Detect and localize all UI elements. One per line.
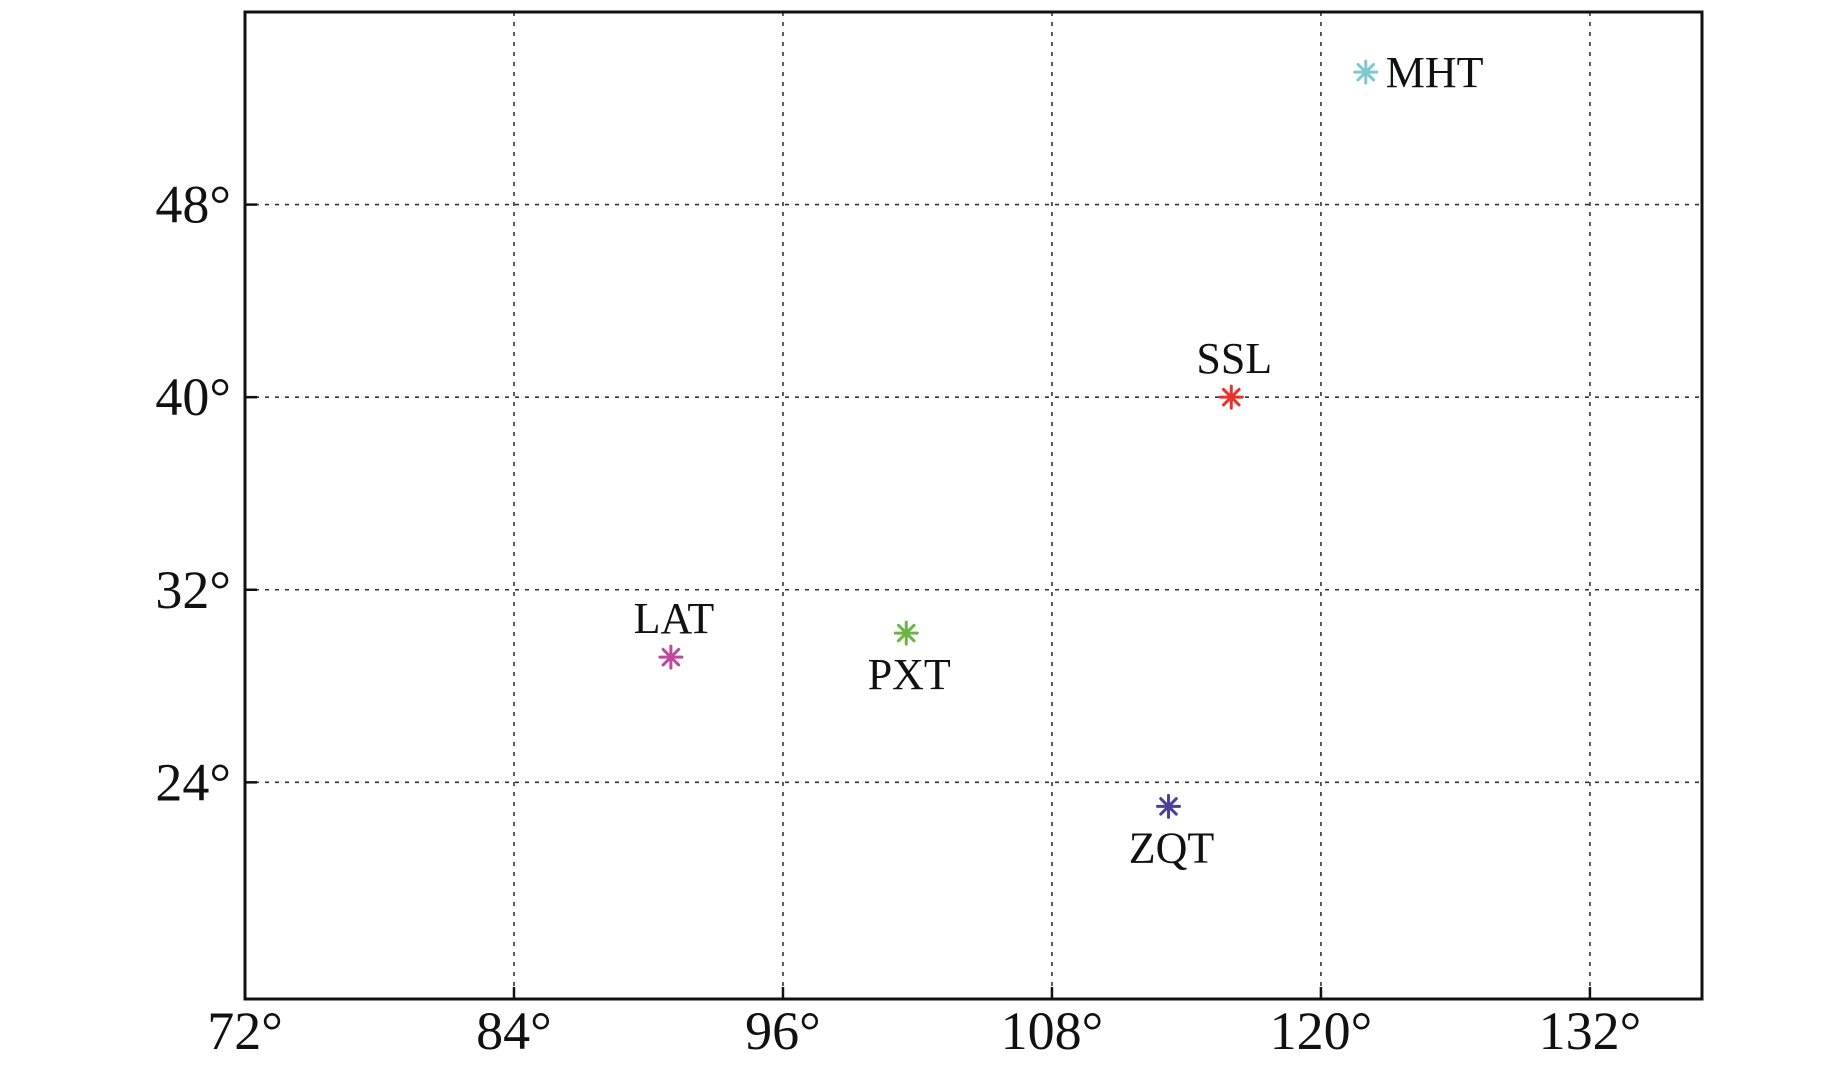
x-tick-label: 132° bbox=[1539, 1001, 1642, 1061]
x-tick-label: 84° bbox=[476, 1001, 552, 1061]
asterisk-marker-stroke bbox=[661, 647, 681, 667]
ticks-layer: 72° 84° 96° 108° 120° 132° 24° 32° 40° 48° bbox=[155, 175, 1641, 1061]
x-tick-label: 72° bbox=[207, 1001, 283, 1061]
point-mht: MHT bbox=[1353, 48, 1484, 97]
y-tick-label: 40° bbox=[155, 367, 231, 427]
x-tick-label: 108° bbox=[1001, 1001, 1104, 1061]
asterisk-marker-stroke bbox=[1159, 797, 1178, 816]
point-ssl: SSL bbox=[1196, 334, 1272, 410]
y-tick-label: 24° bbox=[155, 752, 231, 812]
asterisk-marker-stroke bbox=[896, 623, 916, 643]
point-lat: LAT bbox=[634, 594, 715, 670]
y-tick-label: 32° bbox=[155, 560, 231, 620]
point-label: ZQT bbox=[1129, 823, 1215, 872]
asterisk-marker-stroke bbox=[1356, 62, 1376, 82]
point-pxt: PXT bbox=[868, 620, 951, 699]
point-label: SSL bbox=[1196, 334, 1272, 383]
asterisk-marker-stroke bbox=[1221, 387, 1241, 407]
point-label: PXT bbox=[868, 650, 951, 699]
point-label: MHT bbox=[1386, 48, 1484, 97]
x-tick-label: 120° bbox=[1270, 1001, 1373, 1061]
grid-layer bbox=[245, 12, 1702, 999]
plot-frame bbox=[243, 10, 1704, 1001]
point-label: LAT bbox=[634, 594, 715, 643]
point-zqt: ZQT bbox=[1129, 793, 1215, 872]
points-layer: MHT SSL LAT PXT ZQT bbox=[634, 48, 1484, 872]
y-tick-label: 48° bbox=[155, 175, 231, 235]
x-tick-label: 96° bbox=[745, 1001, 821, 1061]
